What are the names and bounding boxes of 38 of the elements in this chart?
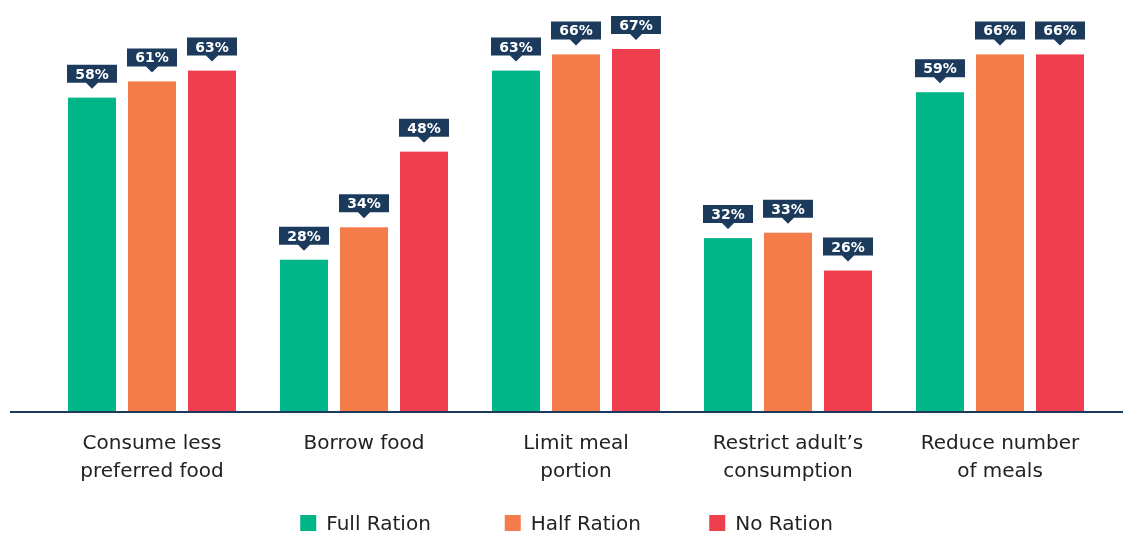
data-label: 48% bbox=[407, 119, 441, 136]
bar bbox=[188, 70, 236, 411]
bar bbox=[128, 81, 176, 411]
data-label: 59% bbox=[923, 60, 957, 77]
bar bbox=[552, 54, 600, 411]
bar bbox=[340, 227, 388, 411]
data-label: 67% bbox=[619, 17, 653, 33]
data-label: 66% bbox=[559, 22, 593, 39]
data-label: 66% bbox=[983, 22, 1017, 39]
data-label: 26% bbox=[831, 238, 865, 255]
data-label: 28% bbox=[287, 227, 321, 244]
x-tick-label: Reduce number of meals bbox=[920, 430, 1080, 482]
bar bbox=[492, 70, 540, 411]
bar bbox=[400, 151, 448, 411]
data-label: 61% bbox=[135, 49, 169, 66]
bar bbox=[68, 97, 116, 411]
legend-label: Half Ration bbox=[530, 511, 642, 535]
bar bbox=[280, 259, 328, 411]
bar bbox=[612, 49, 660, 411]
bar bbox=[704, 238, 752, 411]
data-label: 34% bbox=[347, 195, 381, 212]
data-label: 33% bbox=[771, 200, 805, 217]
bar bbox=[764, 232, 812, 411]
x-tick-label: Limit meal portion bbox=[523, 430, 629, 482]
data-label: 58% bbox=[75, 65, 109, 82]
data-label: 63% bbox=[499, 38, 533, 55]
data-label: 32% bbox=[711, 206, 745, 223]
bar bbox=[916, 92, 964, 411]
x-tick-label: Consume less preferred food bbox=[80, 430, 224, 482]
legend-label: No Ration bbox=[735, 511, 833, 535]
bar bbox=[1036, 54, 1084, 411]
x-tick-label: Borrow food bbox=[303, 430, 425, 454]
bar bbox=[976, 54, 1024, 411]
data-label: 66% bbox=[1043, 22, 1077, 39]
legend-label: Full Ration bbox=[326, 511, 431, 535]
bar bbox=[824, 270, 872, 411]
data-label: 63% bbox=[195, 38, 229, 55]
x-tick-label: Restrict adult’s consumption bbox=[712, 430, 864, 482]
